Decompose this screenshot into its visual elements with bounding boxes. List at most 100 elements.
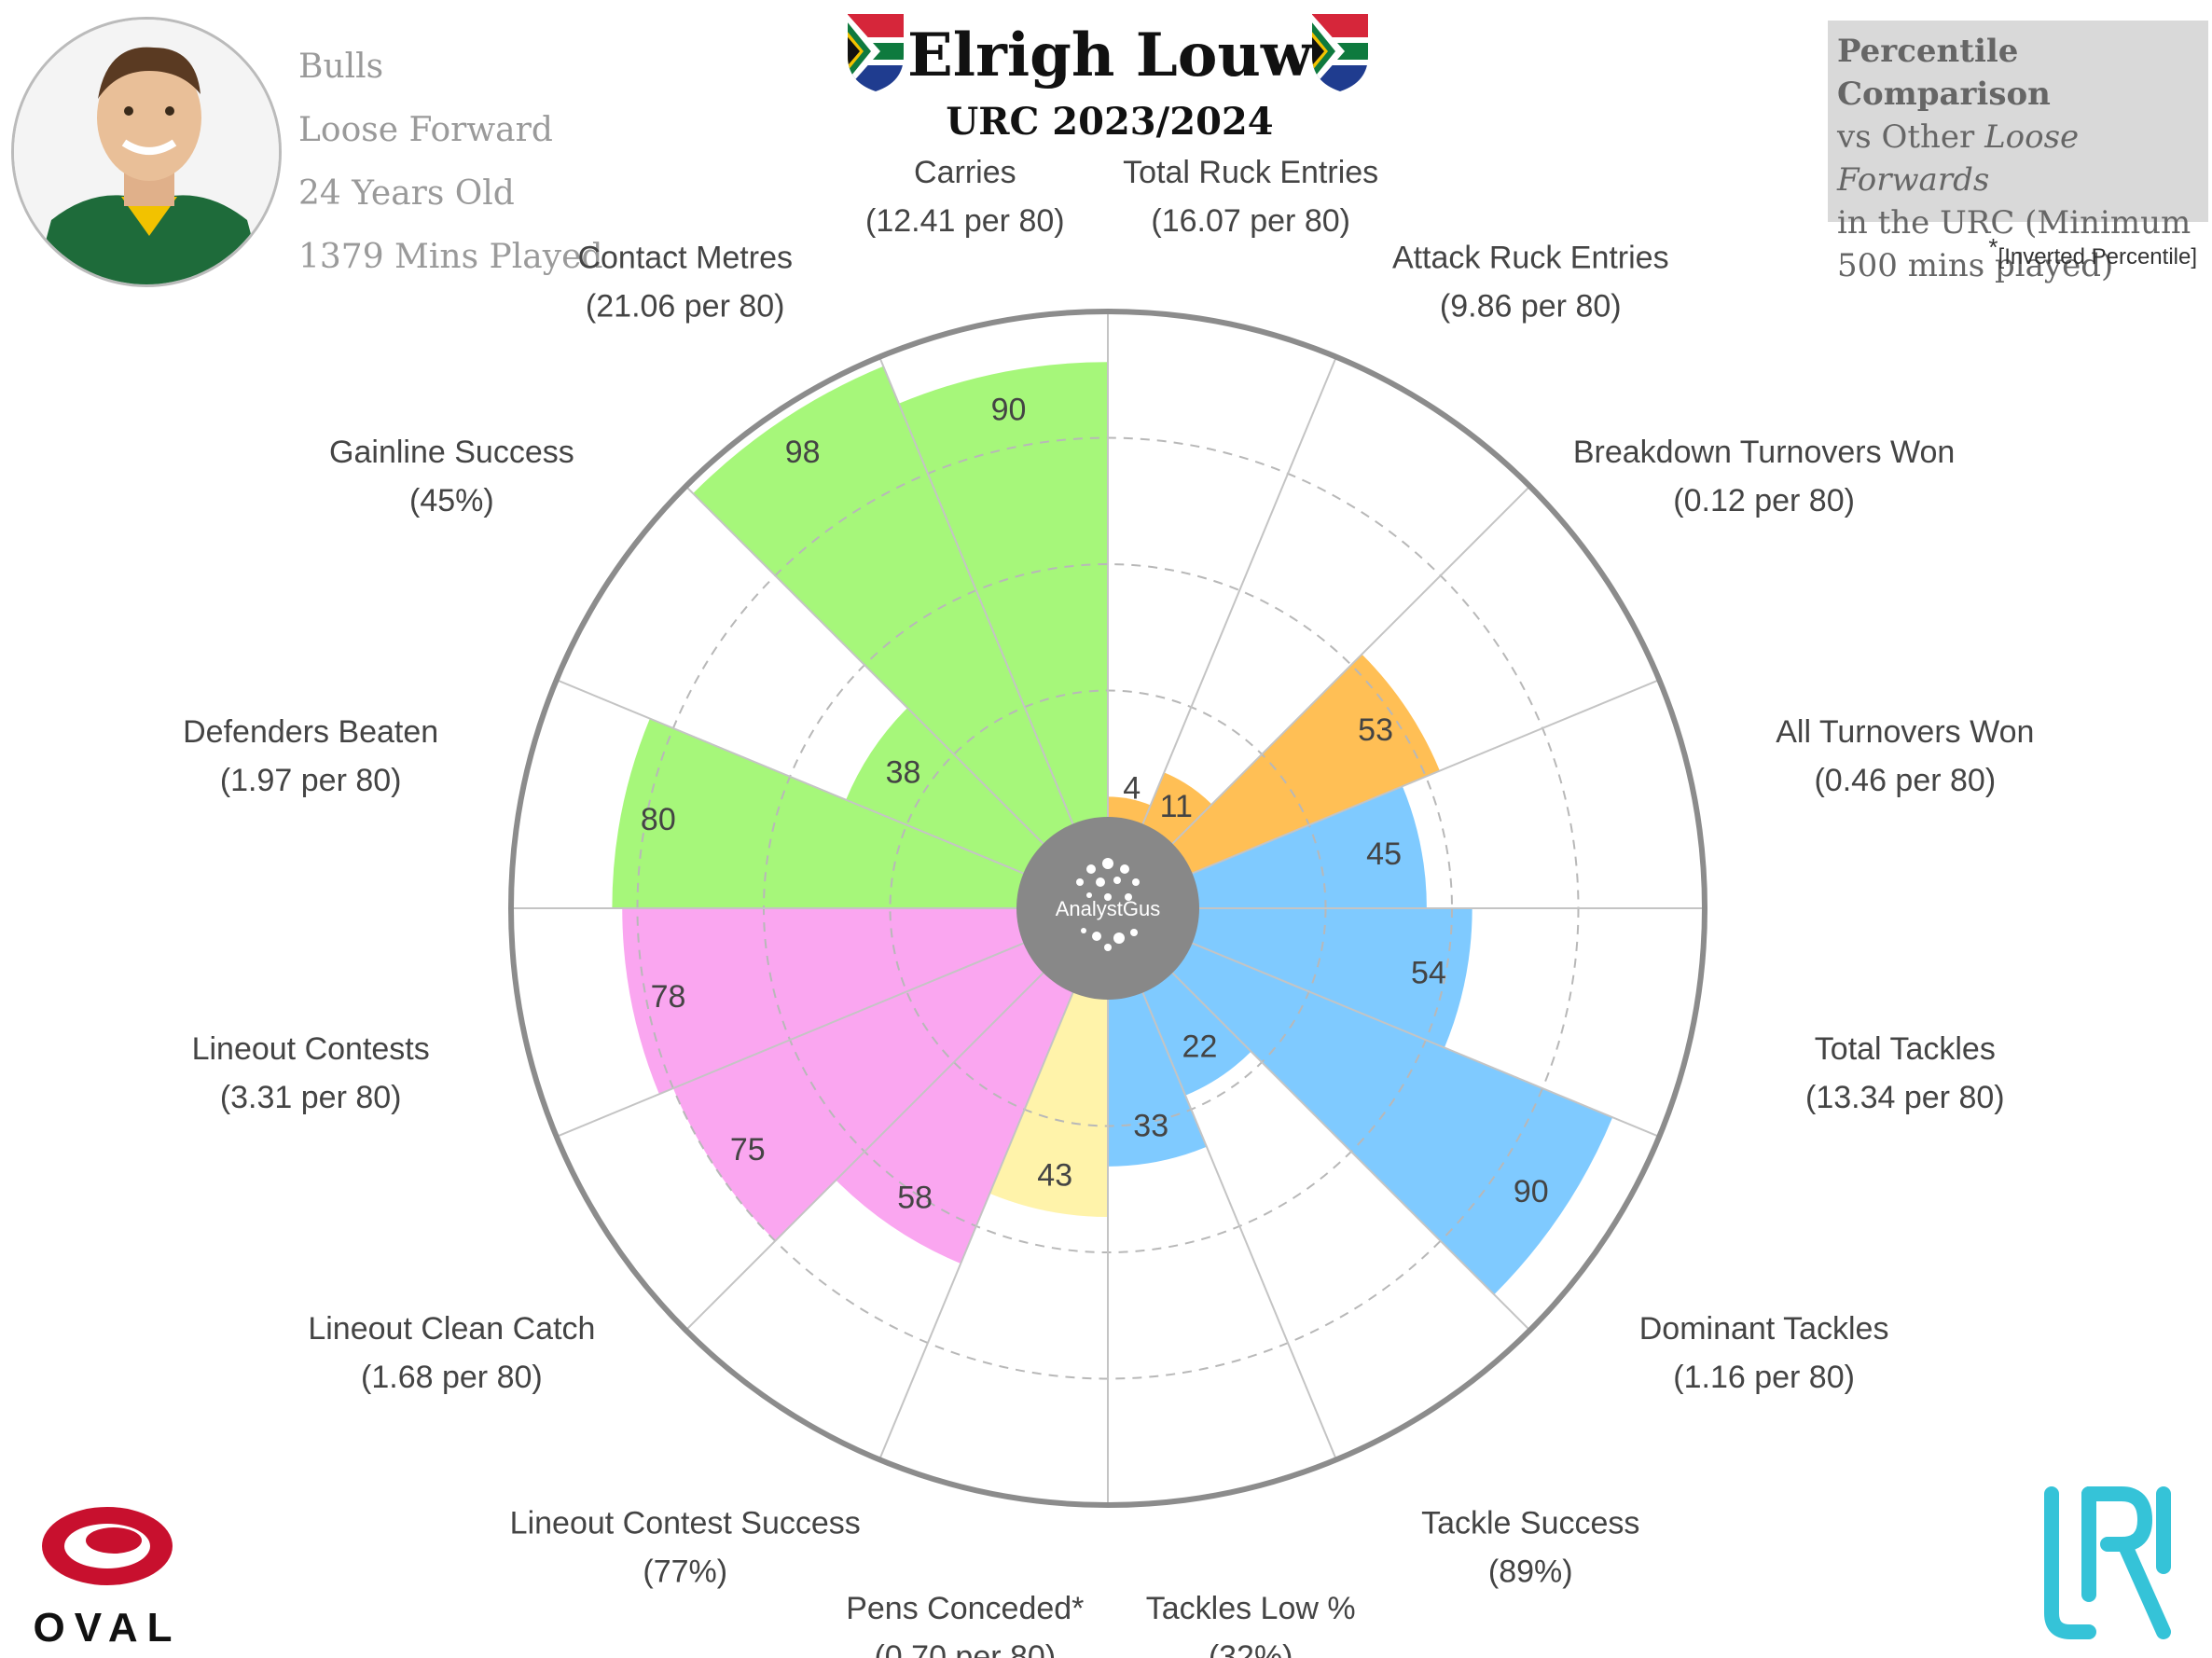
player-club: Bulls (298, 48, 384, 86)
comparison-info-box: Percentile Comparison vs Other Loose For… (1828, 21, 2208, 284)
value-label: 11 (1160, 789, 1193, 824)
logo-dot (1096, 877, 1105, 887)
spoke-line (1107, 485, 1531, 909)
category-label: Breakdown Turnovers Won (1573, 435, 1955, 470)
category-label: Lineout Contests (192, 1031, 430, 1067)
player-photo (11, 17, 282, 287)
value-label: 78 (651, 979, 686, 1015)
logo-dot (1104, 893, 1112, 901)
category-label: Defenders Beaten (183, 714, 438, 750)
center-logo-text: AnalystGus (1056, 897, 1161, 920)
category-stat: (32%) (1209, 1639, 1293, 1658)
category-label: Dominant Tackles (1639, 1311, 1889, 1347)
category-stat: (0.46 per 80) (1814, 763, 1996, 798)
category-stat: (1.97 per 80) (220, 763, 402, 798)
bar-lineout-contests (622, 908, 1108, 1095)
logo-dot (1076, 878, 1084, 886)
logo-dot (1130, 929, 1138, 936)
logo-dot (1104, 944, 1112, 951)
urc-logo (2044, 1486, 2171, 1639)
logo-dot (1113, 877, 1121, 884)
category-stat: (12.41 per 80) (865, 203, 1065, 239)
value-label: 45 (1366, 836, 1402, 872)
bar-total-tackles (1108, 908, 1472, 1048)
player-position: Loose Forward (298, 111, 553, 149)
bar-defenders-beaten (612, 718, 1108, 908)
spoke-line (1107, 679, 1660, 909)
category-label: Gainline Success (329, 435, 574, 470)
logo-dot (1113, 933, 1125, 944)
category-label: Carries (914, 155, 1016, 190)
category-stat: (13.34 per 80) (1805, 1080, 2005, 1115)
oval-logo: OVAL (34, 1507, 182, 1651)
value-label: 58 (897, 1181, 933, 1216)
player-name: Elrigh Louw (907, 21, 1312, 90)
bar-dominant-tackles (1108, 908, 1613, 1295)
value-label: 80 (641, 802, 676, 837)
info-line4: 500 mins played) (1837, 247, 2114, 284)
spoke-line (1107, 907, 1337, 1460)
category-label: Lineout Contest Success (510, 1505, 861, 1541)
logo-dot (1125, 893, 1132, 901)
value-label: 98 (785, 435, 821, 470)
category-label: Lineout Clean Catch (308, 1311, 595, 1347)
inverted-footnote: *[Inverted Percentile] (1988, 233, 2197, 270)
south-africa-flag-icon (848, 14, 904, 91)
footnote-mark: * (1988, 233, 1998, 261)
logo-dot (1120, 864, 1129, 874)
chart-title: Elrigh Louw URC 2023/2024 (821, 19, 1399, 145)
value-label: 33 (1133, 1108, 1168, 1143)
value-label: 75 (730, 1132, 766, 1168)
player-age: 24 Years Old (298, 174, 515, 213)
category-label: Tackles Low % (1146, 1591, 1356, 1626)
value-label: 53 (1358, 712, 1393, 748)
south-africa-flag-icon (1312, 14, 1368, 91)
category-stat: (16.07 per 80) (1151, 203, 1350, 239)
bar-lineout-clean-catch (672, 908, 1108, 1241)
player-info: Bulls Loose Forward 24 Years Old 1379 Mi… (298, 35, 602, 289)
category-stat: (9.86 per 80) (1440, 289, 1622, 325)
category-label: Total Tackles (1815, 1031, 1996, 1067)
category-stat: (0.12 per 80) (1673, 483, 1855, 518)
category-label: All Turnovers Won (1776, 714, 2034, 750)
spoke-line (878, 907, 1109, 1460)
category-stat: (21.06 per 80) (586, 289, 785, 325)
outer-ring (508, 309, 1707, 1508)
oval-logo-text: OVAL (34, 1605, 182, 1651)
category-label: Pens Conceded* (846, 1591, 1084, 1626)
bar-contact-metres (693, 366, 1108, 909)
category-label: Attack Ruck Entries (1392, 241, 1669, 276)
value-label: 90 (991, 393, 1027, 428)
logo-dot (1086, 864, 1096, 874)
value-label: 54 (1411, 955, 1446, 990)
bar-lineout-contest-success (836, 908, 1108, 1264)
info-prefix: vs Other (1837, 118, 1985, 156)
category-stat: (1.68 per 80) (361, 1360, 543, 1395)
value-label: 38 (886, 754, 921, 790)
info-line3: in the URC (Minimum (1837, 204, 2191, 242)
value-label: 90 (1514, 1174, 1549, 1209)
category-stat: (89%) (1488, 1554, 1573, 1589)
spoke-line (684, 907, 1109, 1332)
spoke-line (878, 356, 1109, 909)
logo-dot (1081, 928, 1086, 933)
logo-dot (1086, 892, 1092, 898)
value-label: 4 (1123, 771, 1141, 807)
spoke-line (1107, 907, 1531, 1332)
category-label: Tackle Success (1421, 1505, 1639, 1541)
category-stat: (77%) (643, 1554, 727, 1589)
category-stat: (0.70 per 80) (874, 1639, 1056, 1658)
info-group: Loose Forwards (1837, 118, 2080, 199)
category-stat: (1.16 per 80) (1673, 1360, 1855, 1395)
spoke-line (1107, 356, 1337, 909)
info-heading: Percentile Comparison (1837, 33, 2051, 113)
footnote-text: [Inverted Percentile] (1998, 244, 2197, 269)
value-label: 43 (1037, 1157, 1072, 1193)
category-label: Total Ruck Entries (1123, 155, 1378, 190)
season-label: URC 2023/2024 (946, 100, 1274, 144)
logo-dot (1092, 932, 1101, 941)
bar-carries (898, 362, 1108, 908)
spoke-line (556, 907, 1109, 1138)
spoke-line (684, 485, 1109, 909)
